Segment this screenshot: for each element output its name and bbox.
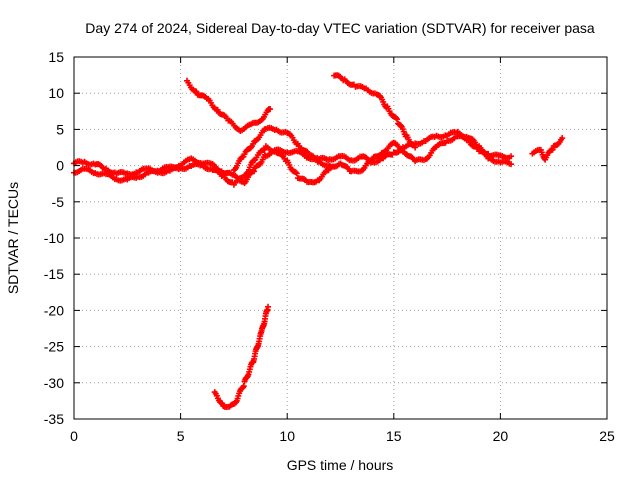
y-tick-label: 10	[48, 85, 64, 101]
y-tick-label: 5	[56, 121, 64, 137]
y-axis-label: SDTVAR / TECUs	[5, 182, 21, 294]
y-tick-label: -30	[44, 375, 64, 391]
x-tick-label: 25	[599, 428, 615, 444]
y-tick-label: -20	[44, 302, 64, 318]
data-point	[251, 168, 258, 175]
x-axis-label: GPS time / hours	[287, 457, 394, 473]
x-tick-labels: 0 5 10 15 20 25	[70, 428, 615, 444]
data-point	[267, 106, 274, 113]
x-tick-label: 0	[70, 428, 78, 444]
data-point	[393, 116, 400, 123]
y-tick-label: 15	[48, 49, 64, 65]
data-point	[326, 162, 333, 169]
y-tick-labels: 15 10 5 0 -5 -10 -15 -20 -25 -30 -35	[44, 49, 64, 427]
data-point	[412, 144, 419, 151]
data-point	[293, 170, 300, 177]
data-point	[265, 303, 272, 310]
data-point	[508, 153, 515, 160]
series-arc-2	[71, 133, 515, 188]
data-point	[474, 145, 481, 152]
data-point	[193, 88, 200, 95]
data-point	[292, 169, 299, 176]
series-arc-6	[211, 303, 272, 411]
data-point	[304, 148, 311, 155]
y-tick-label: -25	[44, 339, 64, 355]
x-tick-label: 5	[177, 428, 185, 444]
data-point	[508, 161, 515, 168]
data-point	[549, 146, 556, 153]
y-tick-label: -10	[44, 230, 64, 246]
data-series	[71, 72, 566, 411]
chart-title: Day 274 of 2024, Sidereal Day-to-day VTE…	[85, 20, 595, 36]
y-tick-label: -35	[44, 411, 64, 427]
y-tick-label: 0	[56, 158, 64, 174]
y-tick-label: -5	[52, 194, 65, 210]
y-tick-label: -15	[44, 266, 64, 282]
data-point	[559, 135, 566, 142]
series-arc-5	[230, 124, 333, 174]
x-tick-label: 20	[493, 428, 509, 444]
series-arc-7	[529, 135, 566, 163]
x-tick-label: 10	[279, 428, 295, 444]
series-arc-3	[183, 77, 274, 134]
x-tick-label: 15	[386, 428, 402, 444]
axis-ticks	[73, 56, 608, 420]
series-arc-4	[331, 72, 419, 151]
